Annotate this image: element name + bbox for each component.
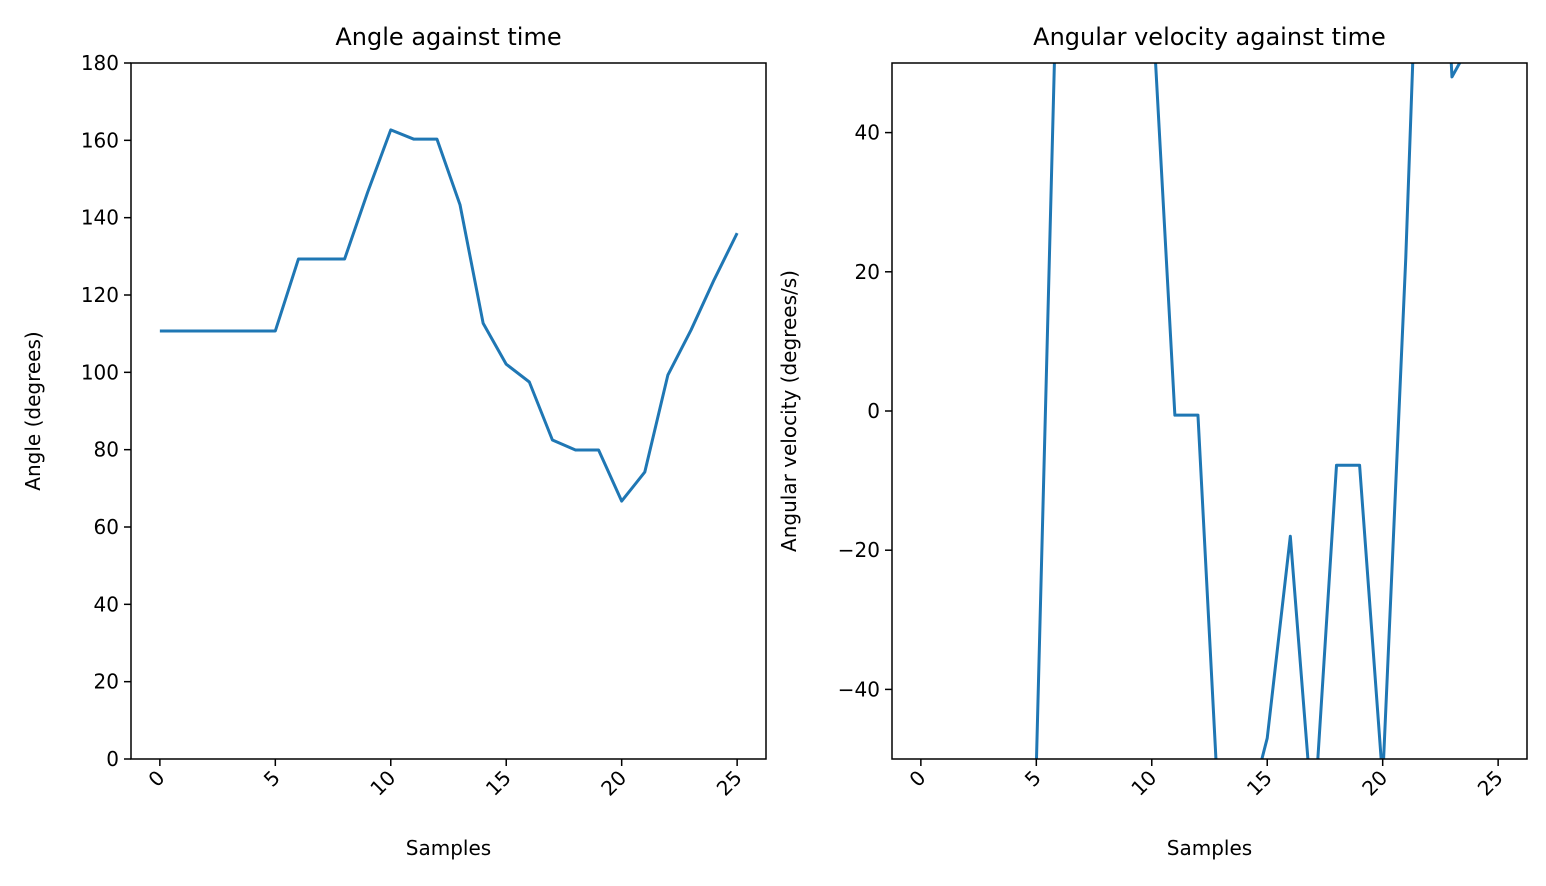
y-tick-label: 180 <box>81 51 119 75</box>
x-tick-label: 10 <box>365 766 400 801</box>
y-tick-label: 120 <box>81 283 119 307</box>
x-tick-label: 10 <box>1126 766 1161 801</box>
plot-area <box>1034 63 1462 759</box>
x-tick-label: 20 <box>596 766 631 801</box>
y-axis-label: Angle (degrees) <box>21 331 45 490</box>
x-tick-label: 25 <box>1473 766 1508 801</box>
x-axis-label: Samples <box>406 836 491 860</box>
y-tick-label: 80 <box>94 438 119 462</box>
y-tick-label: 0 <box>867 399 880 423</box>
y-tick-label: 20 <box>94 670 119 694</box>
x-tick-label: 5 <box>1020 766 1046 792</box>
x-tick-label: 0 <box>904 766 930 792</box>
y-tick-label: 140 <box>81 206 119 230</box>
y-axis-label: Angular velocity (degrees/s) <box>777 270 801 552</box>
x-tick-label: 15 <box>1242 766 1277 801</box>
x-axis-label: Samples <box>1167 836 1252 860</box>
x-tick-label: 20 <box>1357 766 1392 801</box>
data-line <box>159 128 739 503</box>
axes-frame <box>130 62 767 760</box>
x-tick-label: 5 <box>259 766 285 792</box>
x-tick-label: 15 <box>481 766 516 801</box>
y-tick-label: 40 <box>94 592 119 616</box>
y-tick-label: 160 <box>81 128 119 152</box>
y-tick-label: 0 <box>106 747 119 771</box>
y-tick-label: −20 <box>838 538 880 562</box>
plot-area <box>159 128 739 503</box>
y-tick-label: 20 <box>855 260 880 284</box>
y-tick-label: 40 <box>855 121 880 145</box>
y-tick-label: 60 <box>94 515 119 539</box>
chart-title: Angular velocity against time <box>1033 23 1386 51</box>
y-tick-label: 100 <box>81 360 119 384</box>
x-tick-label: 25 <box>712 766 747 801</box>
data-line <box>1034 63 1462 759</box>
x-tick-label: 0 <box>143 766 169 792</box>
y-tick-label: −40 <box>838 677 880 701</box>
chart-title: Angle against time <box>335 23 561 51</box>
